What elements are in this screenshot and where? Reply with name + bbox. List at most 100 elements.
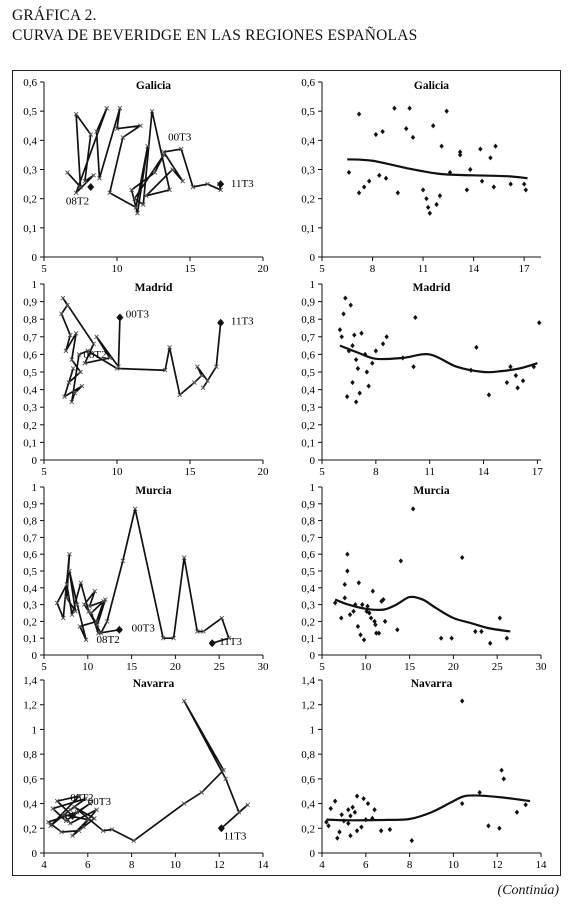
data-point — [357, 390, 362, 396]
trajectory-end-marker — [217, 180, 225, 189]
y-tick-label: 1,2 — [301, 700, 315, 712]
trajectory-start-marker — [115, 625, 123, 634]
quarter-label: 11T3 — [231, 315, 254, 327]
quarter-point — [107, 355, 113, 361]
data-point — [398, 558, 404, 564]
y-tick-label: 0,8 — [23, 314, 37, 326]
data-point — [364, 369, 370, 375]
data-point — [383, 175, 389, 181]
y-tick-label: 0,5 — [23, 106, 37, 118]
quarter-point — [219, 615, 225, 621]
data-point — [353, 357, 359, 363]
data-point — [324, 819, 329, 825]
data-point — [348, 813, 353, 819]
y-tick-label: 0 — [32, 650, 38, 662]
y-tick-label: 1,4 — [23, 675, 37, 687]
y-tick-label: 0,3 — [301, 165, 315, 177]
y-tick-label: 0,4 — [301, 135, 315, 147]
y-tick-label: 1 — [310, 279, 316, 291]
data-point — [328, 805, 333, 812]
x-tick-label: 14 — [258, 859, 270, 871]
x-tick-label: 25 — [492, 661, 504, 673]
quarter-point — [65, 302, 70, 308]
quarter-point — [78, 580, 84, 586]
data-point — [372, 807, 377, 813]
quarter-point — [181, 555, 187, 560]
quarter-point — [72, 804, 77, 810]
data-point — [387, 826, 393, 833]
quarter-point — [63, 818, 69, 824]
quarter-point — [181, 801, 187, 806]
data-point — [374, 630, 379, 636]
data-point — [339, 812, 344, 818]
y-tick-label: 0 — [310, 252, 316, 264]
data-point — [531, 364, 537, 370]
quarter-point — [95, 622, 100, 628]
quarter-point — [64, 582, 70, 587]
x-tick-label: 20 — [258, 263, 270, 275]
data-point — [344, 394, 350, 400]
quarter-point — [120, 135, 126, 140]
quarter-point — [162, 367, 168, 373]
data-point — [337, 829, 342, 835]
x-tick-label: 10 — [82, 661, 94, 673]
quarter-label: 00T3 — [168, 131, 192, 143]
data-point — [427, 210, 433, 216]
x-tick-label: 8 — [370, 263, 376, 275]
y-tick-label: 0,6 — [301, 774, 315, 786]
quarter-point — [94, 619, 99, 624]
quarter-point — [236, 809, 242, 815]
data-point — [346, 820, 351, 826]
data-point — [343, 295, 348, 301]
data-point — [430, 123, 436, 129]
y-tick-label: 0,4 — [23, 385, 37, 397]
quarter-point — [64, 595, 70, 601]
quarter-point — [190, 184, 196, 190]
data-point — [352, 809, 358, 815]
data-point — [378, 828, 384, 834]
quarter-point — [133, 205, 139, 210]
y-tick-label: 0,5 — [301, 367, 315, 379]
y-tick-label: 0,9 — [301, 499, 315, 511]
quarter-point — [73, 190, 79, 196]
data-point — [523, 187, 529, 193]
data-point — [346, 807, 351, 813]
quarter-point — [48, 823, 53, 829]
trajectory-end-marker — [217, 318, 225, 327]
panel-title: Murcia — [413, 485, 449, 497]
y-tick-label: 0,5 — [23, 367, 37, 379]
data-point — [353, 399, 359, 405]
x-tick-label: 5 — [41, 263, 47, 275]
y-tick-label: 0,9 — [301, 297, 315, 309]
y-tick-label: 0 — [310, 455, 316, 467]
data-point — [348, 833, 353, 839]
x-tick-label: 30 — [258, 661, 270, 673]
quarter-point — [132, 196, 137, 201]
data-point — [514, 809, 520, 815]
y-tick-label: 0,8 — [23, 749, 37, 761]
data-point — [438, 635, 444, 641]
trajectory-start-marker — [116, 313, 124, 322]
data-point — [366, 178, 372, 184]
x-tick-label: 14 — [468, 263, 480, 275]
data-point — [365, 603, 370, 609]
quarter-point — [200, 385, 206, 391]
quarter-point — [120, 558, 126, 564]
chart-panel-7: 0 0,2 0,4 0,6 0,8 1 1,2 1,4 4 6 8 10 12 14 Navarra 00T3… — [23, 675, 269, 871]
data-point — [537, 320, 542, 326]
quarter-point — [117, 105, 123, 111]
x-tick-label: 30 — [536, 661, 548, 673]
quarter-point — [92, 588, 98, 594]
data-point — [359, 330, 364, 336]
data-point — [380, 341, 386, 347]
y-tick-label: 0,5 — [301, 566, 315, 578]
quarter-point — [81, 824, 86, 830]
quarter-point — [54, 600, 60, 606]
quarter-point — [67, 332, 73, 338]
chart-panel-6: 00,10,20,30,40,50,60,70,80,915 10 15 20 25 30… — [301, 482, 547, 673]
quarter-label: 00T3 — [132, 622, 156, 634]
quarter-label: 08T2 — [83, 349, 106, 361]
quarter-point — [50, 806, 56, 811]
panel-title: Navarra — [411, 678, 453, 690]
data-point — [425, 204, 431, 211]
